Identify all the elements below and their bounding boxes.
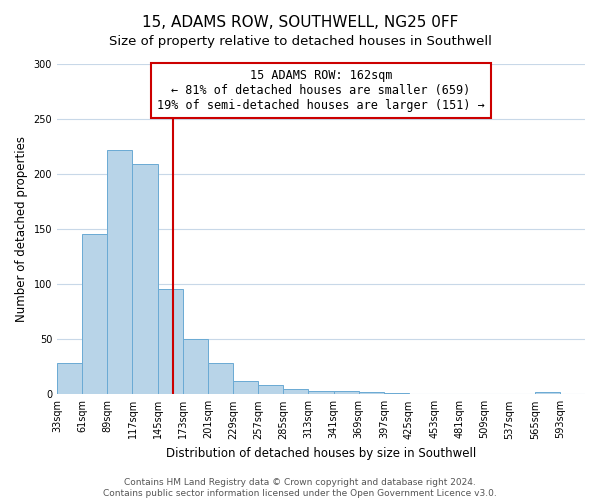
Y-axis label: Number of detached properties: Number of detached properties [15,136,28,322]
Bar [233,381,258,394]
Text: 15 ADAMS ROW: 162sqm
← 81% of detached houses are smaller (659)
19% of semi-deta: 15 ADAMS ROW: 162sqm ← 81% of detached h… [157,69,485,112]
Bar [183,340,208,394]
Bar [283,389,308,394]
Bar [359,392,384,394]
Bar [158,288,183,395]
Bar [133,164,158,394]
Bar [208,364,233,394]
Text: Size of property relative to detached houses in Southwell: Size of property relative to detached ho… [109,35,491,48]
Bar [535,392,560,394]
Text: 15, ADAMS ROW, SOUTHWELL, NG25 0FF: 15, ADAMS ROW, SOUTHWELL, NG25 0FF [142,15,458,30]
Bar [57,364,82,394]
Bar [82,234,107,394]
Bar [107,150,133,394]
X-axis label: Distribution of detached houses by size in Southwell: Distribution of detached houses by size … [166,447,476,460]
Bar [384,393,409,394]
Bar [334,391,359,394]
Bar [258,386,283,394]
Text: Contains HM Land Registry data © Crown copyright and database right 2024.
Contai: Contains HM Land Registry data © Crown c… [103,478,497,498]
Bar [308,391,334,394]
